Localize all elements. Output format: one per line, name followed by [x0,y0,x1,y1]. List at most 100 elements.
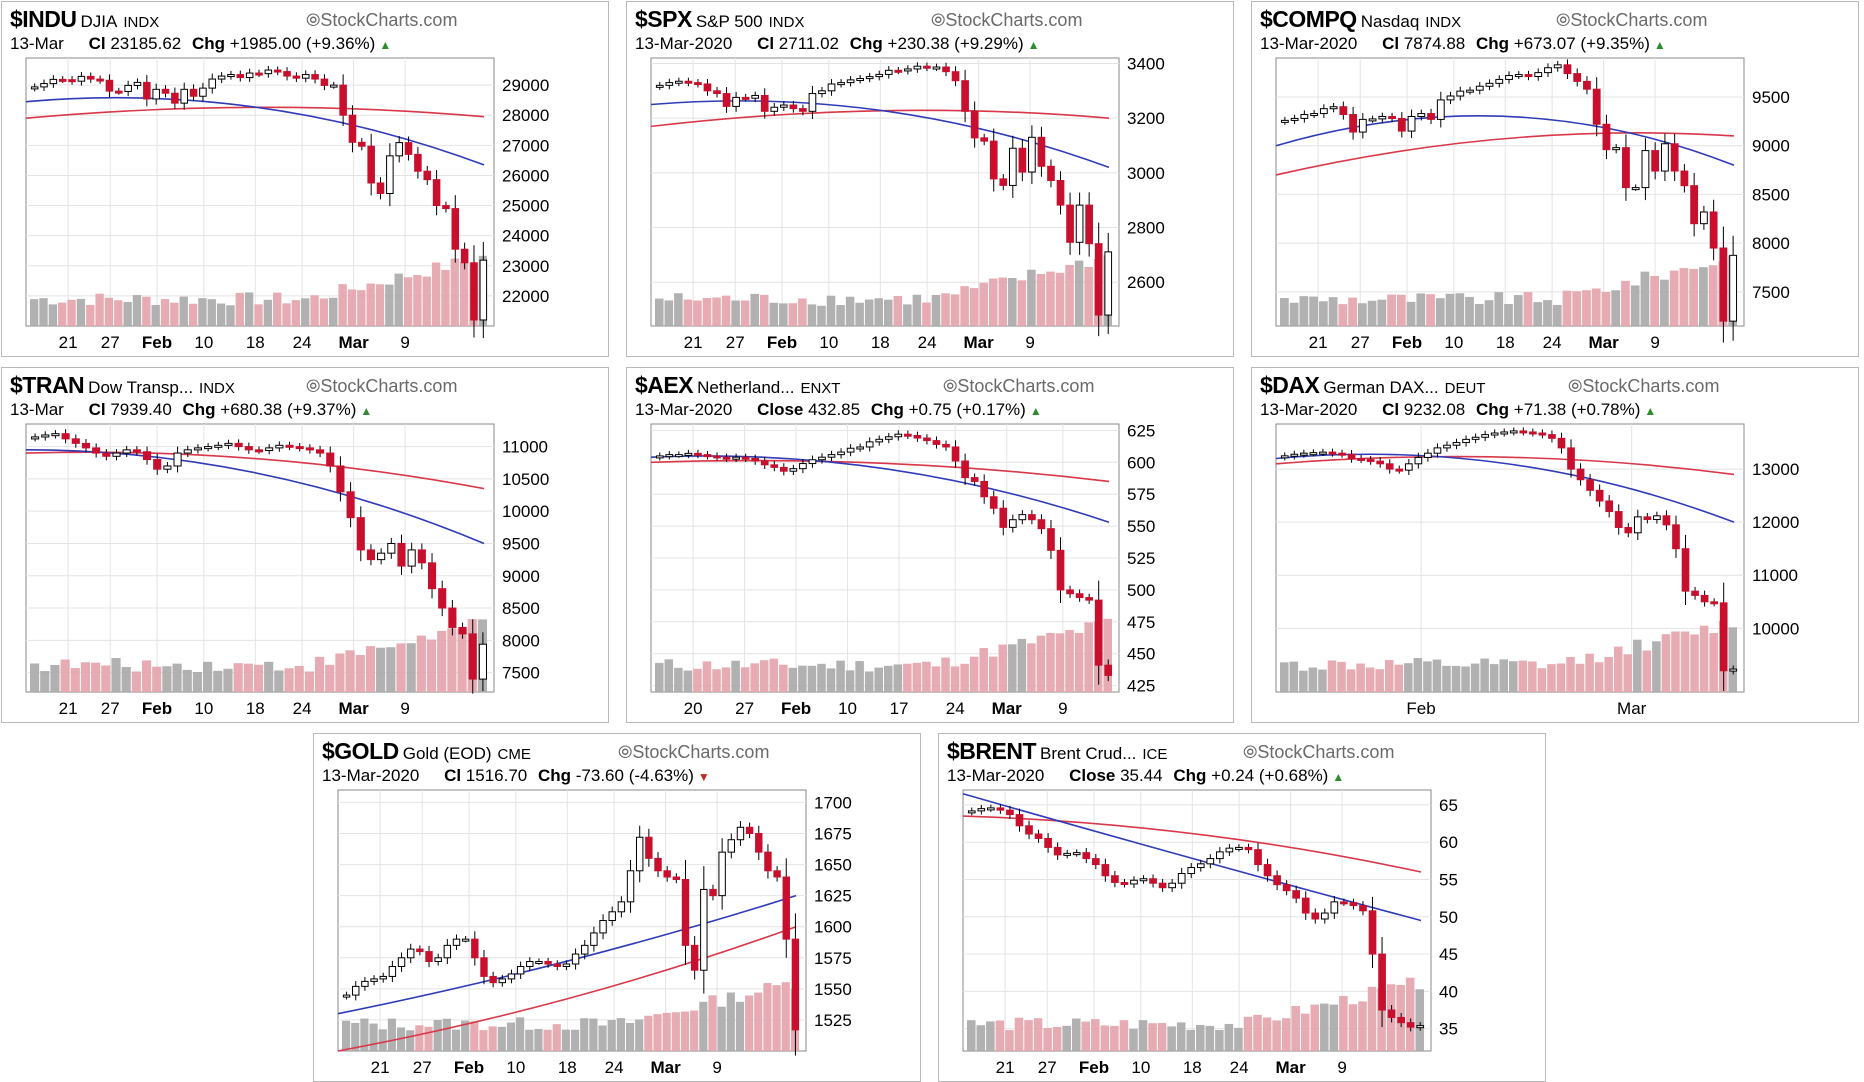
candle-body [1680,170,1689,187]
candle-body [736,826,745,841]
volume-bar [1036,635,1046,692]
candle-body [1329,106,1338,110]
volume-bar [329,297,338,326]
candle-body [709,888,717,897]
candle-body [68,79,76,83]
candle-body [275,444,284,449]
chart-header: $COMPQ Nasdaq INDX ⦾StockCharts.com 13-Mar-2… [1260,6,1850,58]
candle-body [432,179,441,207]
volume-bar [1604,656,1613,692]
candle-body [1624,526,1633,534]
y-tick-label: 45 [1439,945,1458,964]
y-tick-label: 26000 [502,166,549,185]
volume-bar [1387,294,1396,326]
chart-quote-line: 13-Mar-2020 Cl 9232.08 Chg +71.38 (+0.78… [1260,400,1656,420]
candle-body [1111,875,1119,883]
volume-bar [726,992,735,1051]
candle-body [386,155,394,195]
volume-bar [1509,661,1518,692]
volume-bar [479,1030,488,1051]
stockcharts-watermark: ⦾StockCharts.com [931,10,1083,30]
y-tick-label: 29000 [502,76,549,95]
candle-body [406,948,415,959]
candle-body [694,452,702,456]
candle-body [1177,873,1186,884]
candle-body [1691,590,1699,596]
candle-body [681,878,690,946]
candle-body [387,542,396,554]
candle-body [1235,846,1243,850]
volume-bar [721,295,731,326]
volume-bar [1262,1017,1272,1051]
volume-bar [470,1021,479,1051]
candle-body [1025,825,1033,835]
candle-body [581,944,589,955]
candle-body [1699,211,1708,225]
candle-body [342,994,351,998]
volume-bar [1367,300,1377,326]
volume-bar [1671,631,1680,692]
volume-bar [433,1019,442,1051]
change-label: Chg [1475,400,1510,419]
candle-body [171,92,179,104]
candle-body [799,108,807,112]
volume-bar [424,1026,433,1051]
volume-bar [1234,1027,1243,1051]
moving-average-fast-line [25,449,485,545]
candle-body [1292,890,1301,899]
volume-bar [674,293,683,326]
volume-bar [855,302,864,326]
volume-bar [893,295,903,326]
volume-bar [1396,294,1406,326]
volume-bar [644,1015,653,1051]
volume-bar [735,1001,745,1051]
x-tick-label: 18 [871,333,890,352]
y-tick-label: 8000 [1752,234,1790,253]
candle-body [1037,519,1046,530]
volume-bar [702,661,712,692]
change-direction-icon: ▲ [1653,38,1666,52]
candle-body [655,84,664,88]
candle-body [755,833,763,853]
candle-body [700,888,708,971]
volume-bar [1585,653,1594,692]
volume-bar [1640,271,1650,326]
candle-body [102,452,111,457]
volume-bar [294,665,304,692]
candle-body [234,442,243,448]
change-value: +673.07 (+9.35%) [1513,34,1650,53]
candle-body [727,839,736,853]
candle-body [471,938,479,959]
candle-body [358,141,366,147]
volume-bar [1357,303,1367,326]
volume-bar [1611,290,1621,326]
close-label: Cl [1382,34,1400,53]
candle-body [951,446,960,462]
candle-body [773,870,781,878]
candle-body [1008,147,1017,186]
stockcharts-watermark: ⦾StockCharts.com [1556,10,1708,30]
candle-body [1263,864,1272,877]
volume-bar [1528,661,1537,692]
candle-body [1385,463,1394,470]
candle-body [999,178,1008,186]
candle-body [208,78,217,89]
x-tick-label: 10 [819,333,838,352]
candle-body [590,932,598,946]
candle-body [703,454,712,458]
candle-body [478,643,487,680]
candle-body [1583,80,1591,90]
candle-body [1254,849,1262,866]
volume-bar [442,1018,451,1051]
chart-exchange: CME [497,746,531,763]
candle-body [1047,165,1055,182]
plot-area [337,789,807,1052]
volume-bar [244,292,254,326]
candle-body [967,810,976,814]
stockcharts-watermark: ⦾StockCharts.com [1243,742,1395,762]
volume-bar [203,661,213,692]
candle-body [764,851,772,872]
y-tick-label: 10000 [1752,619,1799,638]
candle-body [884,69,893,75]
candle-body [608,911,616,922]
